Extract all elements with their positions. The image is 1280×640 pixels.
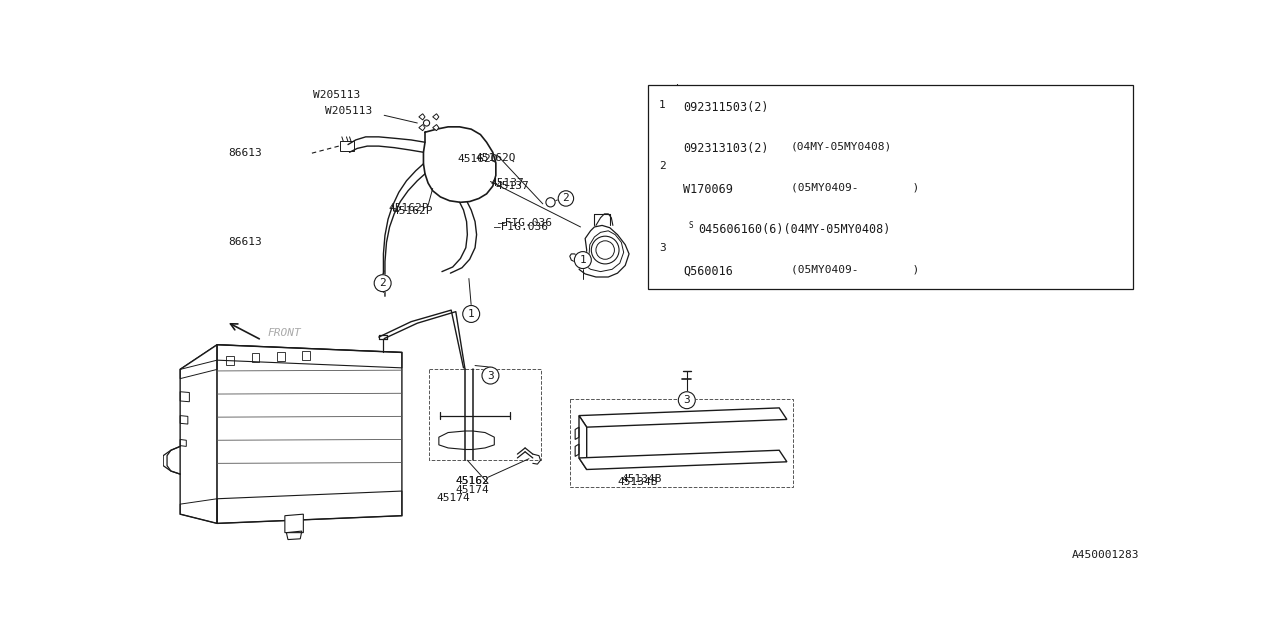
- Text: 45162: 45162: [456, 476, 489, 486]
- Text: 2: 2: [562, 193, 570, 204]
- Polygon shape: [433, 125, 439, 131]
- Text: —FIG.036: —FIG.036: [494, 221, 548, 232]
- Text: (05MY0409-        ): (05MY0409- ): [791, 182, 919, 193]
- Text: 86613: 86613: [228, 148, 262, 157]
- Text: W170069: W170069: [684, 182, 733, 196]
- Text: 3: 3: [488, 371, 494, 381]
- Circle shape: [685, 220, 696, 231]
- Polygon shape: [218, 345, 402, 524]
- Text: 45162Q: 45162Q: [457, 154, 498, 164]
- Polygon shape: [419, 125, 425, 131]
- Circle shape: [374, 275, 392, 292]
- Polygon shape: [579, 225, 628, 277]
- Circle shape: [596, 241, 614, 259]
- Bar: [429, 369, 540, 460]
- Circle shape: [591, 236, 620, 264]
- Text: (04MY-05MY0408): (04MY-05MY0408): [791, 142, 892, 152]
- Text: 45137: 45137: [495, 180, 530, 191]
- Polygon shape: [433, 114, 439, 120]
- Polygon shape: [285, 514, 303, 532]
- Circle shape: [545, 198, 556, 207]
- Text: 3: 3: [659, 243, 666, 253]
- Text: A450001283: A450001283: [1073, 550, 1139, 561]
- Text: Q560016: Q560016: [684, 264, 733, 277]
- Text: S: S: [689, 221, 692, 230]
- Text: 092311503(2): 092311503(2): [684, 101, 768, 114]
- Text: 2: 2: [659, 161, 666, 171]
- Circle shape: [424, 120, 430, 126]
- Circle shape: [654, 159, 669, 174]
- Polygon shape: [419, 114, 425, 120]
- Circle shape: [483, 367, 499, 384]
- Text: 45134B: 45134B: [617, 477, 658, 487]
- Circle shape: [652, 237, 673, 259]
- Text: 45162P: 45162P: [393, 206, 433, 216]
- Text: 45162Q: 45162Q: [475, 152, 516, 163]
- Text: 45174: 45174: [456, 485, 489, 495]
- Polygon shape: [579, 415, 586, 470]
- Text: 86613: 86613: [228, 237, 262, 247]
- Circle shape: [654, 240, 669, 255]
- Text: (05MY0409-        ): (05MY0409- ): [791, 264, 919, 275]
- Text: 2: 2: [379, 278, 387, 288]
- Text: 1: 1: [467, 309, 475, 319]
- Text: 1: 1: [659, 100, 666, 110]
- Text: 3: 3: [684, 395, 690, 405]
- Bar: [570, 399, 794, 487]
- Circle shape: [575, 252, 591, 269]
- Polygon shape: [579, 408, 787, 427]
- Text: 45134B: 45134B: [621, 474, 662, 484]
- Text: 45174: 45174: [436, 493, 470, 502]
- Text: —FIG.036: —FIG.036: [498, 218, 552, 228]
- Circle shape: [654, 97, 669, 113]
- Text: 45162P: 45162P: [388, 203, 429, 213]
- Text: 045606160(6)(04MY-05MY0408): 045606160(6)(04MY-05MY0408): [699, 223, 891, 237]
- Text: 45137: 45137: [490, 179, 525, 188]
- Polygon shape: [579, 451, 787, 470]
- Text: 1: 1: [580, 255, 586, 265]
- Circle shape: [558, 191, 573, 206]
- Text: FRONT: FRONT: [268, 328, 301, 338]
- Bar: [648, 84, 1133, 289]
- Circle shape: [678, 392, 695, 409]
- Text: 45162: 45162: [456, 476, 489, 486]
- Polygon shape: [180, 345, 218, 524]
- Text: W205113: W205113: [325, 106, 372, 116]
- Polygon shape: [180, 345, 402, 377]
- Text: W205113: W205113: [314, 90, 361, 100]
- Circle shape: [463, 305, 480, 323]
- Text: 092313103(2): 092313103(2): [684, 142, 768, 155]
